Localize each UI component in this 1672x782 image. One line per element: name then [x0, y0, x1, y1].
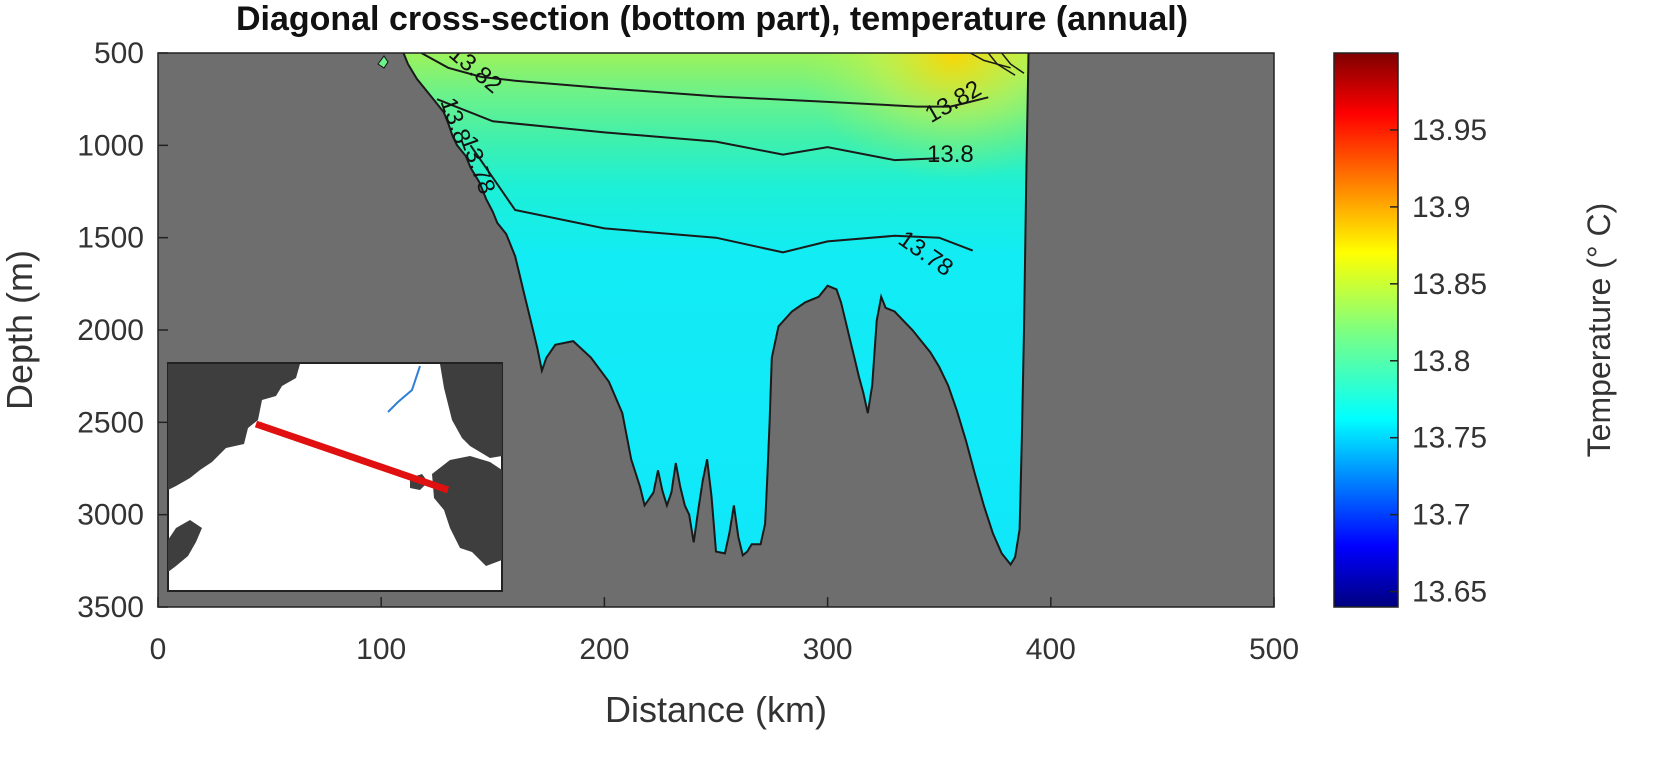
- x-axis-ticks: 0 100 200 300 400 500: [150, 597, 1299, 666]
- y-axis-label: Depth (m): [0, 250, 40, 410]
- colorbar-gradient: [1333, 52, 1399, 608]
- y-tick-label-1: 1000: [77, 129, 144, 162]
- colorbar-tick-label-6: 13.95: [1412, 114, 1487, 147]
- x-tick-label-0: 0: [150, 633, 167, 666]
- x-tick-label-3: 300: [803, 633, 853, 666]
- warm-water-patch: [403, 53, 1029, 565]
- transect-line: [254, 420, 450, 494]
- contour-line-2: [469, 144, 974, 254]
- colorbar-label: Temperature (° C): [1581, 203, 1617, 458]
- x-tick-label-1: 100: [356, 633, 406, 666]
- y-tick-label-6: 3500: [77, 591, 144, 624]
- contour-line-1: [436, 98, 940, 162]
- x-tick-label-4: 400: [1026, 633, 1076, 666]
- contour-label-3: 13.8: [927, 141, 974, 168]
- y-tick-label-3: 2000: [77, 314, 144, 347]
- axes: 500 1000 1500 2000 2500 3000 3500 0 100 200 300 40…: [0, 37, 1299, 730]
- colorbar-tick-label-2: 13.75: [1412, 422, 1487, 455]
- colorbar-tick-label-0: 13.65: [1412, 576, 1487, 609]
- inset-river: [387, 365, 421, 413]
- inset-land-west-coast: [168, 364, 300, 490]
- contour-lines: [420, 53, 1025, 254]
- y-tick-label-5: 3000: [77, 499, 144, 532]
- colorbar: 13.65 13.7 13.75 13.8 13.85 13.9 13.95 Tempera…: [1333, 52, 1617, 609]
- x-tick-label-5: 500: [1249, 633, 1299, 666]
- colorbar-ticks: 13.65 13.7 13.75 13.8 13.85 13.9 13.95: [1390, 114, 1487, 609]
- inset-land-east-coast: [440, 364, 502, 458]
- colorbar-tick-label-5: 13.9: [1412, 191, 1470, 224]
- colorbar-tick-label-1: 13.7: [1412, 499, 1470, 532]
- coastal-islet: [377, 55, 389, 69]
- x-tick-label-2: 200: [579, 633, 629, 666]
- inset-map: [167, 362, 503, 592]
- y-axis-ticks: 500 1000 1500 2000 2500 3000 3500: [77, 37, 168, 624]
- y-tick-label-0: 500: [94, 37, 144, 70]
- colorbar-tick-label-3: 13.8: [1412, 345, 1470, 378]
- y-tick-label-2: 1500: [77, 222, 144, 255]
- x-axis-label: Distance (km): [605, 689, 827, 730]
- inset-land-southeast: [432, 456, 502, 566]
- warm-contour-line-1: [1001, 53, 1025, 74]
- colorbar-tick-label-4: 13.85: [1412, 268, 1487, 301]
- seafloor-outline: [402, 53, 1030, 567]
- y-tick-label-4: 2500: [77, 406, 144, 439]
- chart-title: Diagonal cross-section (bottom part), te…: [236, 0, 1188, 38]
- contour-line-0: [420, 53, 989, 108]
- inset-land-southwest: [168, 520, 202, 572]
- warm-contour-line-2: [970, 53, 1011, 69]
